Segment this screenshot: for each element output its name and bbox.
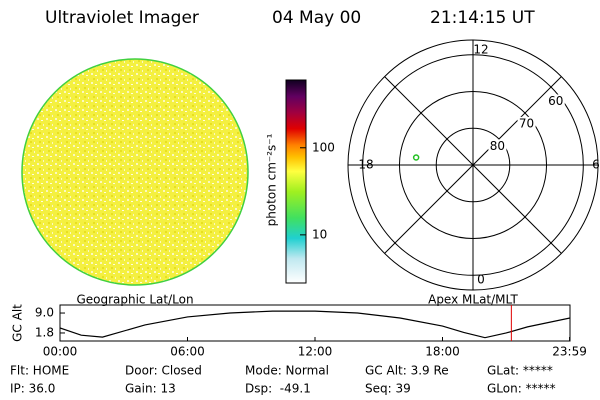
satellite-point (412, 154, 420, 161)
status-field: Gain: 13 (125, 382, 176, 396)
colorbar-label: photon cm⁻²s⁻¹ (265, 133, 279, 226)
date: 04 May 00 (272, 8, 361, 28)
status-field: Mode: Normal (245, 364, 329, 378)
altitude-line (60, 310, 570, 339)
uv-image (21, 58, 249, 286)
status-field: Door: Closed (125, 364, 202, 378)
status-table: Flt: HOME Door: Closed Mode: Normal GC Alt:… (10, 364, 556, 396)
y-tick-label: 9.0 (35, 306, 54, 320)
mlt-label: 18 (358, 158, 373, 172)
status-field: IP: 36.0 (10, 382, 55, 396)
x-tick-label: 12:00 (298, 345, 333, 359)
colorbar-tick-label: 10 (312, 227, 327, 241)
polar-title: Apex MLat/MLT (428, 293, 518, 307)
ring-label-bg (517, 116, 536, 131)
status-field: Seq: 39 (365, 382, 411, 396)
colorbar-tick-label: 100 (312, 140, 335, 154)
ring-label-bg (488, 139, 507, 154)
mlat-label: 70 (519, 116, 534, 130)
title: Ultraviolet Imager (45, 8, 199, 28)
status-field: Dsp: -49.1 (245, 382, 311, 396)
mlat-label: 80 (490, 139, 505, 153)
ring-label-bg (546, 94, 565, 109)
y-tick-label: 1.8 (35, 325, 54, 339)
status-field: GC Alt: 3.9 Re (365, 364, 449, 378)
x-tick-label: 23:59 (552, 345, 587, 359)
mlat-label: 60 (548, 94, 563, 108)
y-axis-label: GC Alt (11, 304, 25, 342)
colorbar (285, 79, 307, 284)
polar-spoke (384, 76, 562, 254)
x-tick-label: 18:00 (425, 345, 460, 359)
mlat-ring (435, 127, 511, 203)
mlt-label: 6 (592, 158, 600, 172)
image-title: Geographic Lat/Lon (76, 293, 193, 307)
mlt-label: 12 (473, 43, 488, 57)
mlt-label: 0 (477, 273, 485, 287)
time: 21:14:15 UT (430, 8, 535, 28)
status-field: Flt: HOME (10, 364, 69, 378)
mlat-ring (398, 90, 548, 240)
status-field: GLon: ***** (487, 382, 556, 396)
x-tick-label: 00:00 (43, 345, 78, 359)
status-field: GLat: ***** (487, 364, 553, 378)
x-tick-label: 06:00 (170, 345, 205, 359)
mlat-ring (362, 54, 584, 276)
